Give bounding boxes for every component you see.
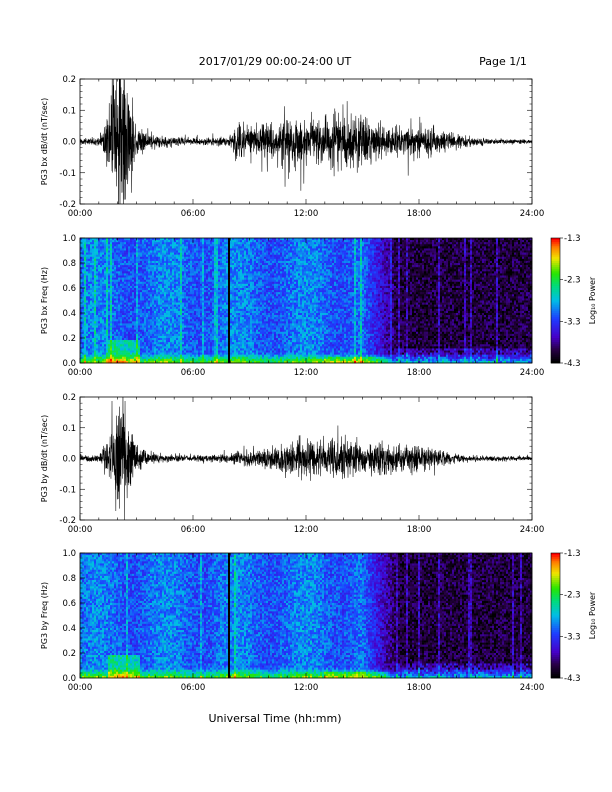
colorbar-tick-label: -3.3 [564,317,581,327]
colorbar-tick-label: -3.3 [564,632,581,642]
colorbar-tick-label: -4.3 [564,359,581,369]
x-tick-label: 06:00 [181,683,206,693]
y-tick-label: 0.1 [62,424,76,434]
y-tick-label: 0.8 [62,574,76,584]
colorbar-label: Log₁₀ Power [588,591,597,639]
y-tick-label: 0.4 [62,309,76,319]
x-tick-label: 00:00 [68,368,93,378]
y-tick-label: -0.2 [59,200,76,210]
y-tick-label: 0.6 [62,599,76,609]
by-dbdt-panel: 00:00 06:00 12:00 18:00 24:00 0.2 0.1 0.0 -0.1 -0… [40,384,544,535]
y-tick-label: 0.2 [62,334,76,344]
spectrogram-cells [80,238,532,363]
y-axis-label: PG3 bx dB/dt (nT/sec) [40,98,49,185]
y-tick-label: 0.0 [62,138,76,148]
y-tick-label: 0.2 [62,649,76,659]
x-tick-label: 12:00 [294,209,319,219]
y-tick-label: 0.0 [62,455,76,465]
figure: 2017/01/29 00:00-24:00 UT Page 1/1 00:00… [0,0,612,792]
colorbar-tick-label: -1.3 [564,234,581,244]
x-tick-label: 00:00 [68,683,93,693]
colorbar-tick-label: -2.3 [564,591,581,601]
y-tick-label: 1.0 [62,234,76,244]
x-tick-label: 12:00 [294,368,319,378]
x-axis-label: Universal Time (hh:mm) [209,712,342,725]
x-tick-label: 12:00 [294,525,319,535]
x-tick-label: 24:00 [520,209,545,219]
x-tick-label: 24:00 [520,683,545,693]
x-tick-label: 18:00 [407,525,432,535]
x-tick-label: 18:00 [407,683,432,693]
y-tick-label: 0.2 [62,75,76,85]
colorbar: -1.3 -2.3 -3.3 -4.3 Log₁₀ Power [551,549,597,684]
colorbar-tick-label: -1.3 [564,549,581,559]
y-tick-label: 0.8 [62,259,76,269]
y-tick-label: 0.0 [62,674,76,684]
x-tick-label: 24:00 [520,368,545,378]
x-tick-label: 18:00 [407,209,432,219]
colorbar: -1.3 -2.3 -3.3 -4.3 Log₁₀ Power [551,234,597,369]
y-tick-label: 0.1 [62,106,76,116]
x-tick-label: 24:00 [520,525,545,535]
y-tick-label: 0.2 [62,393,76,403]
y-tick-label: -0.1 [59,485,76,495]
y-tick-label: -0.2 [59,516,76,526]
y-axis-label: PG3 bx Freq (Hz) [40,267,49,334]
y-tick-label: 0.6 [62,284,76,294]
x-tick-label: 18:00 [407,368,432,378]
date-range-title: 2017/01/29 00:00-24:00 UT [199,55,352,68]
colorbar-tick-label: -4.3 [564,674,581,684]
y-tick-label: 1.0 [62,549,76,559]
x-tick-label: 06:00 [181,368,206,378]
bx-dbdt-panel: 00:00 06:00 12:00 18:00 24:00 0.2 0.1 0.0 -0.1 -0… [40,63,544,219]
x-tick-label: 00:00 [68,525,93,535]
colorbar-tick-label: -2.3 [564,276,581,286]
bx-spectrogram-panel: -1.3 -2.3 -3.3 -4.3 Log₁₀ Power 00:00 06:00 12:… [40,234,597,378]
by-spectrogram-panel: -1.3 -2.3 -3.3 -4.3 Log₁₀ Power 00:00 06:00 12:… [40,549,597,693]
y-axis-label: PG3 by dB/dt (nT/sec) [40,415,49,502]
dbdt-series-line [80,384,532,520]
y-axis-label: PG3 by Freq (Hz) [40,582,49,649]
x-tick-label: 12:00 [294,683,319,693]
y-tick-label: 0.4 [62,624,76,634]
colorbar-label: Log₁₀ Power [588,276,597,324]
y-tick-label: -0.1 [59,169,76,179]
dbdt-series-line [80,63,532,219]
x-tick-label: 06:00 [181,209,206,219]
page-indicator: Page 1/1 [479,55,527,68]
spectrogram-cells [80,553,532,678]
y-tick-label: 0.0 [62,359,76,369]
x-tick-label: 06:00 [181,525,206,535]
x-tick-label: 00:00 [68,209,93,219]
